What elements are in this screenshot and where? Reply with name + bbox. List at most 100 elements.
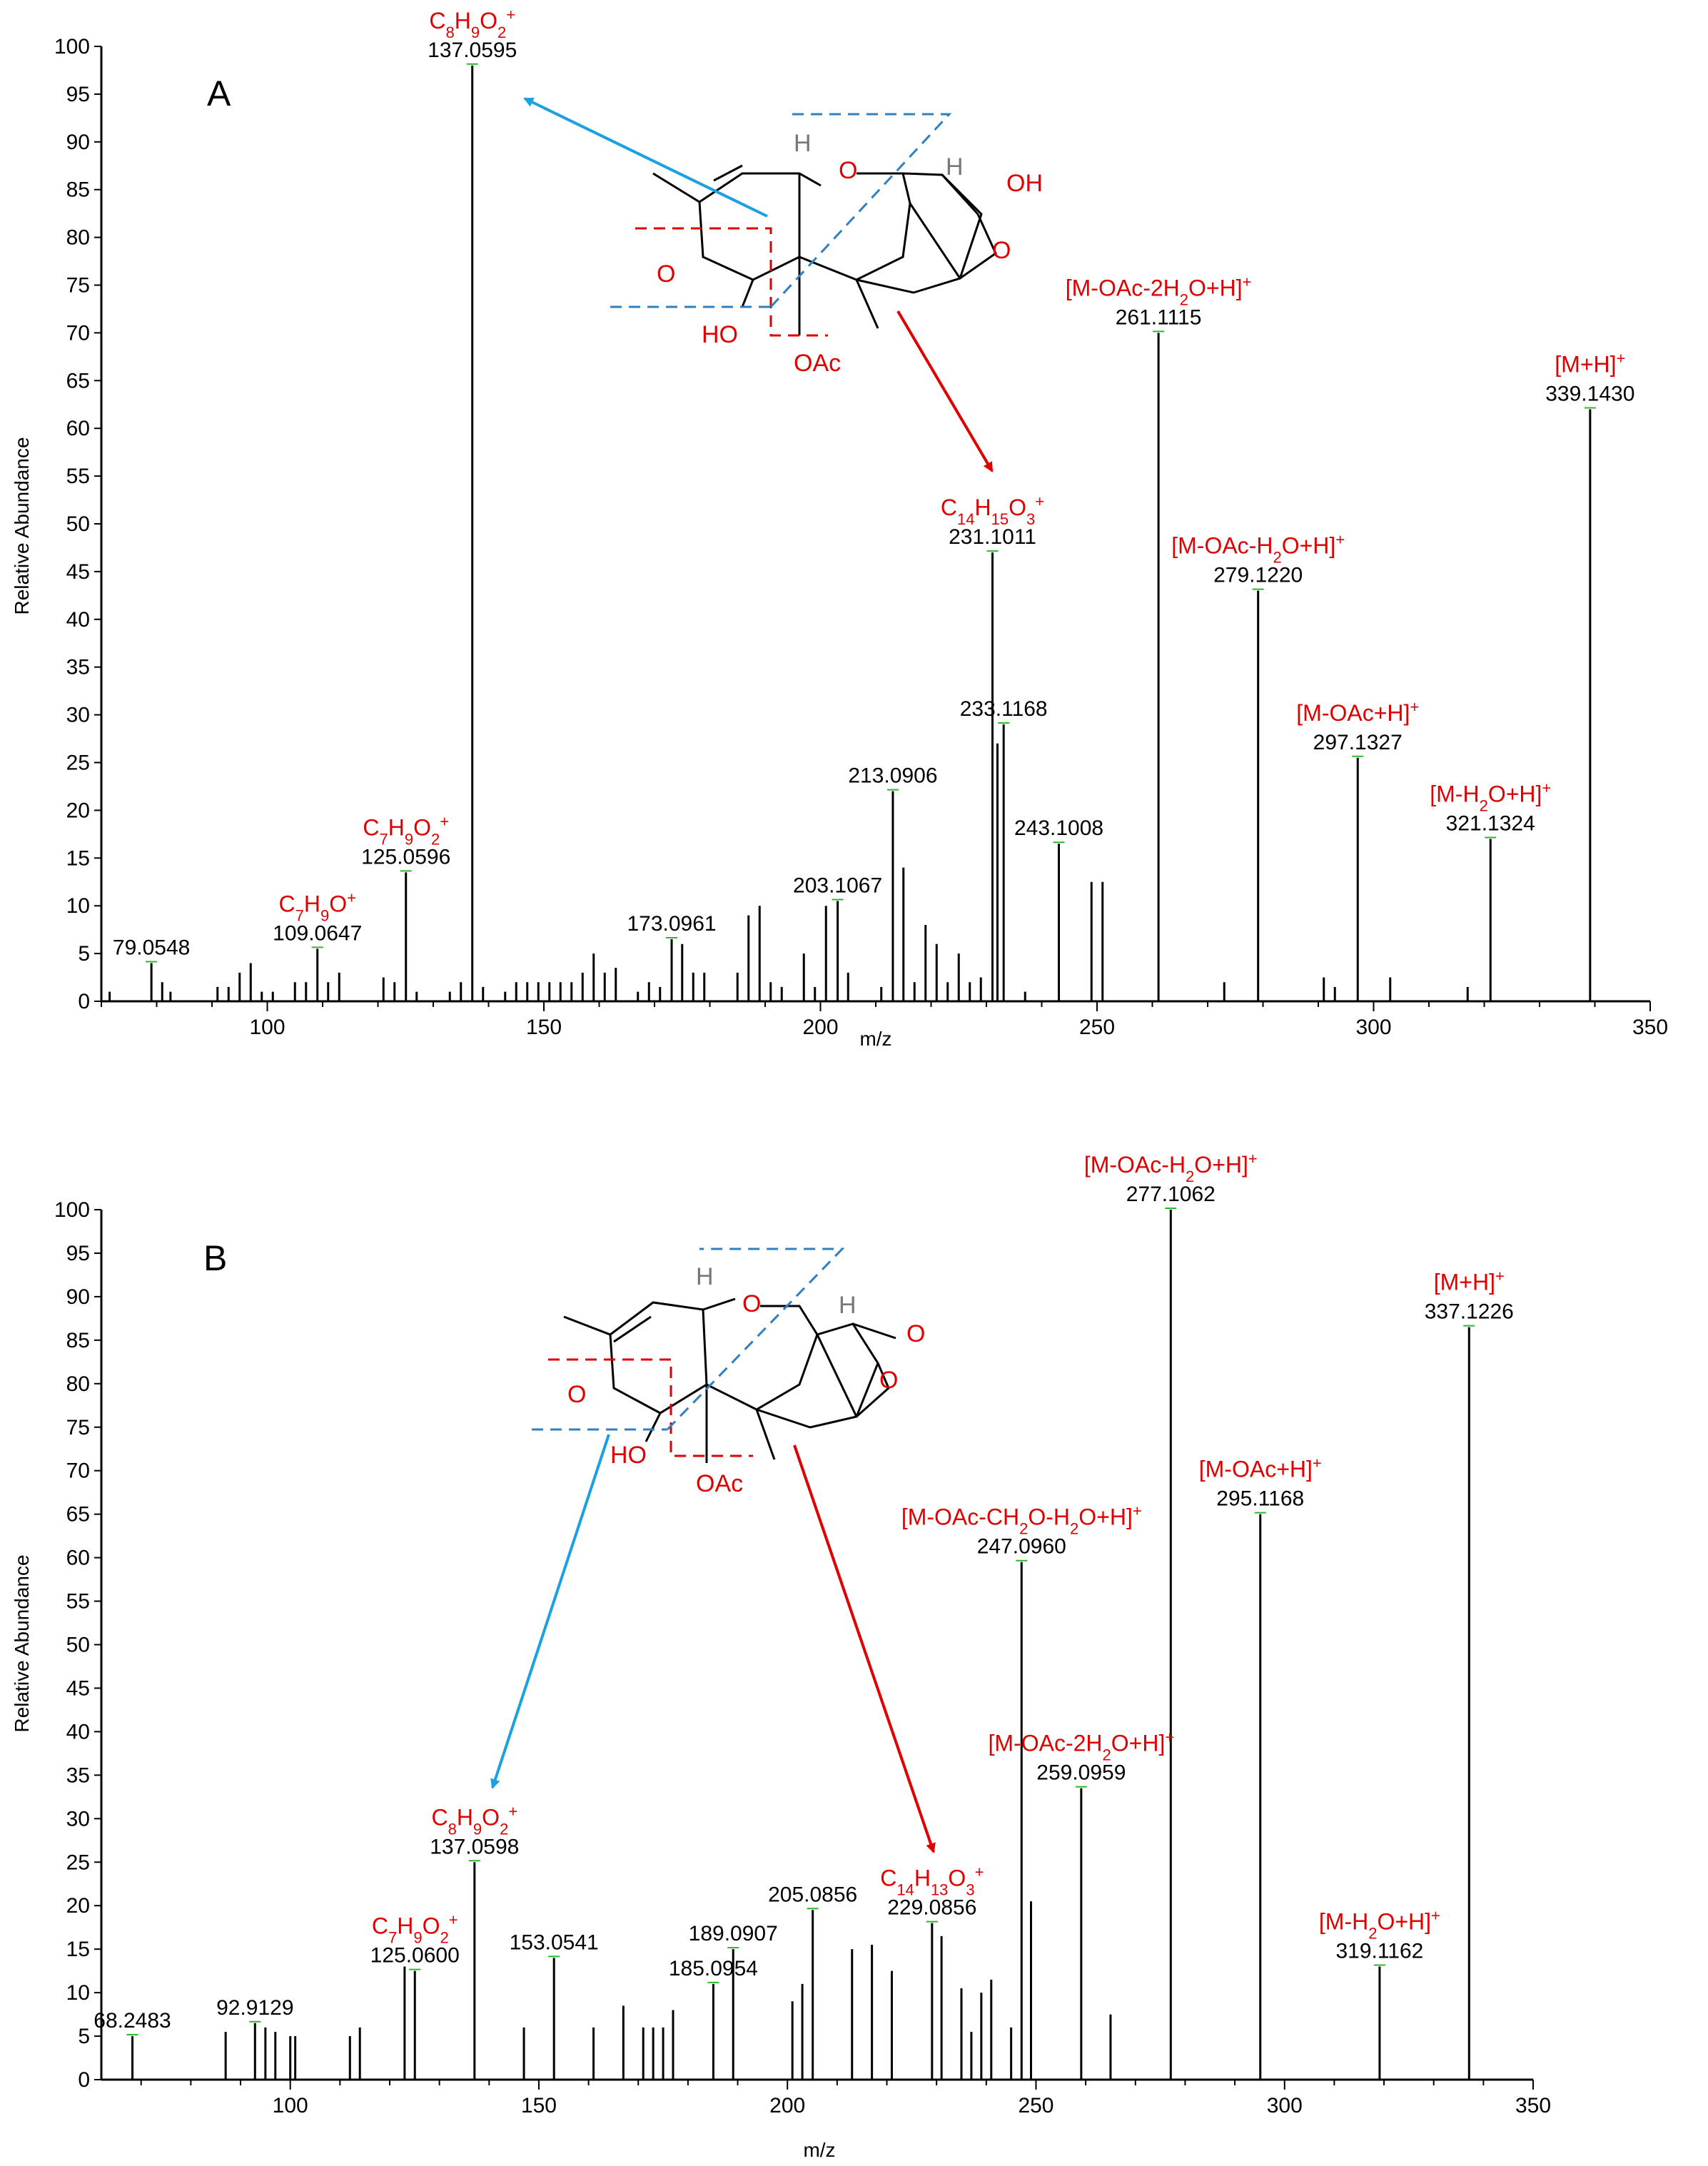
- x-tick-label: 150: [521, 2094, 557, 2117]
- y-tick-label: 40: [66, 608, 90, 632]
- peak-label: 173.0961: [627, 912, 716, 936]
- peak-label: 153.0541: [510, 1930, 599, 1954]
- peak-label: 247.0960: [977, 1535, 1066, 1559]
- fragment-formula: C7H9O+: [278, 889, 355, 924]
- fragment-formula: C14H15O3+: [941, 492, 1044, 528]
- peak-label: 337.1226: [1425, 1300, 1514, 1324]
- fragment-formula: [M-H2O+H]+: [1430, 779, 1551, 814]
- x-tick-label: 200: [802, 1016, 838, 1039]
- y-tick-label: 45: [66, 1676, 90, 1700]
- y-tick-label: 90: [66, 131, 90, 154]
- structure-a-label: H: [794, 130, 812, 157]
- y-axis-title: Relative Abundance: [11, 437, 33, 614]
- peak-label: 79.0548: [113, 936, 190, 959]
- x-tick-label: 100: [273, 2094, 308, 2117]
- structure-a-label: O: [992, 237, 1011, 264]
- peak-label: 297.1327: [1313, 731, 1403, 754]
- structure-b-label: O: [879, 1367, 898, 1394]
- fragment-formula: C7H9O2+: [363, 812, 449, 848]
- peak-label: 125.0600: [370, 1944, 460, 1968]
- peak-label: 231.1011: [949, 525, 1036, 549]
- fragment-formula: C8H9O2+: [431, 1802, 517, 1838]
- y-tick-label: 95: [66, 1242, 90, 1265]
- peak-label: 203.1067: [793, 874, 882, 898]
- y-tick-label: 20: [66, 1894, 90, 1918]
- x-tick-label: 150: [526, 1016, 562, 1039]
- y-tick-label: 25: [66, 751, 90, 775]
- y-axis-title: Relative Abundance: [11, 1554, 33, 1732]
- structure-a-label: HO: [702, 321, 738, 348]
- fragment-formula: [M-OAc-H2O+H]+: [1084, 1150, 1258, 1185]
- y-tick-label: 10: [66, 1981, 90, 2005]
- y-tick-label: 50: [66, 512, 90, 536]
- x-tick-label: 250: [1079, 1016, 1115, 1039]
- structure-a-dashes: [610, 113, 952, 337]
- peak-label: 229.0856: [887, 1896, 976, 1920]
- panel-label: B: [203, 1238, 227, 1278]
- y-tick-label: 30: [66, 704, 90, 727]
- x-tick-label: 300: [1355, 1016, 1391, 1039]
- peak-label: 233.1168: [960, 697, 1048, 721]
- y-tick-label: 55: [66, 1590, 90, 1614]
- spectrum-a: 0 5 10 15 20 25 30 35 40 45 50 55 60 65 70 75 80 85 90 95 10…: [11, 5, 1668, 1050]
- x-tick-label: 350: [1515, 2094, 1551, 2117]
- y-tick-label: 45: [66, 560, 90, 584]
- structure-a-label: OH: [1006, 170, 1043, 197]
- y-tick-label: 65: [66, 369, 90, 393]
- x-axis-title: m/z: [803, 2139, 835, 2161]
- structure-b-dashes: [532, 1248, 845, 1457]
- x-tick-label: 300: [1267, 2094, 1303, 2117]
- fragment-formula: C8H9O2+: [429, 5, 515, 41]
- peak-label: 243.1008: [1014, 816, 1103, 840]
- y-tick-label: 5: [78, 942, 90, 966]
- x-axis-title: m/z: [859, 1028, 891, 1050]
- peak-label: 109.0647: [273, 921, 362, 945]
- fragment-arrow-blue-b: [490, 1434, 610, 1789]
- structure-a-label: H: [946, 153, 964, 181]
- y-tick-label: 15: [66, 846, 90, 870]
- fragment-formula: [M-OAc+H]+: [1199, 1454, 1322, 1482]
- y-tick-label: 60: [66, 1547, 90, 1570]
- structure-a: [652, 164, 997, 335]
- structure-b-label: O: [567, 1381, 586, 1408]
- peak-label: 185.0954: [669, 1957, 758, 1980]
- peak-label: 295.1168: [1216, 1487, 1304, 1511]
- y-tick-label: 90: [66, 1285, 90, 1309]
- fragment-arrow-blue-a: [523, 97, 768, 218]
- y-tick-label: 20: [66, 799, 90, 822]
- structure-b-label: H: [696, 1263, 714, 1290]
- structure-b: [563, 1297, 896, 1463]
- y-tick-label: 75: [66, 274, 90, 298]
- spectrum-b: 0 5 10 15 20 25 30 35 40 45 50 55 60 65 70 75 80 85 90 95 10…: [11, 1150, 1551, 2162]
- y-tick-label: 75: [66, 1416, 90, 1439]
- peak-label: 261.1115: [1116, 305, 1202, 329]
- fragment-formula: [M-OAc+H]+: [1296, 697, 1419, 726]
- y-tick-label: 30: [66, 1807, 90, 1831]
- structure-b-labels: H O H O O O HO OAc: [567, 1263, 925, 1497]
- peak-label: 92.9129: [216, 1996, 293, 2020]
- fragment-formula: [M-OAc-H2O+H]+: [1171, 530, 1345, 566]
- peak-label: 319.1162: [1335, 1940, 1423, 1963]
- x-tick-label: 100: [249, 1016, 285, 1039]
- y-tick-label: 80: [66, 1372, 90, 1396]
- x-tick-label: 350: [1632, 1016, 1668, 1039]
- peak-label: 125.0596: [361, 845, 450, 869]
- x-tick-label: 250: [1018, 2094, 1053, 2117]
- y-tick-label: 35: [66, 1763, 90, 1787]
- y-tick-label: 35: [66, 656, 90, 679]
- y-tick-label: 0: [78, 990, 90, 1013]
- peak-label: 279.1220: [1213, 564, 1303, 587]
- peak-label: 137.0595: [428, 39, 517, 62]
- peak-label: 339.1430: [1545, 382, 1634, 405]
- structure-a-label: OAc: [794, 350, 841, 377]
- structure-a-label: O: [657, 260, 675, 288]
- peak-label: 205.0856: [768, 1883, 857, 1906]
- y-tick-label: 65: [66, 1503, 90, 1527]
- structure-b-label: HO: [610, 1442, 647, 1469]
- peak-label: 189.0907: [689, 1922, 778, 1945]
- y-tick-label: 85: [66, 1329, 90, 1352]
- y-tick-label: 0: [78, 2068, 90, 2092]
- x-tick-label: 200: [769, 2094, 805, 2117]
- fragment-formula: [M-OAc-2H2O+H]+: [1066, 273, 1252, 308]
